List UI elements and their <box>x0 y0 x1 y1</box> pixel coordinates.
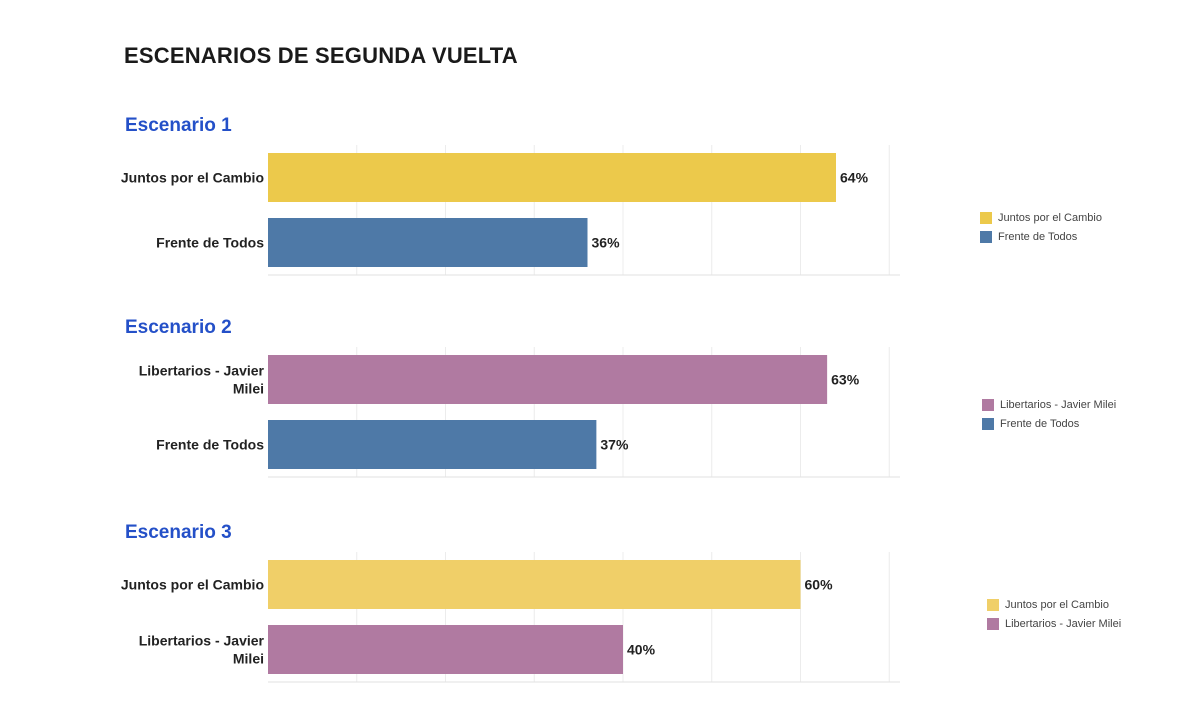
scenario-title: Escenario 2 <box>125 317 232 338</box>
legend-label: Juntos por el Cambio <box>998 211 1102 224</box>
category-label: Frente de Todos <box>156 437 264 453</box>
scenario-title: Escenario 3 <box>125 522 232 543</box>
legend-item: Frente de Todos <box>982 414 1116 433</box>
category-label: Juntos por el Cambio <box>121 170 264 186</box>
scenario-title: Escenario 1 <box>125 115 232 136</box>
category-label: Libertarios - Javier Milei <box>139 363 265 397</box>
legend-label: Frente de Todos <box>1000 417 1080 430</box>
legend-item: Juntos por el Cambio <box>980 208 1102 227</box>
legend-swatch <box>980 230 992 243</box>
value-label: 40% <box>627 642 656 658</box>
value-label: 60% <box>805 577 834 593</box>
bar <box>268 355 828 404</box>
legend-item: Libertarios - Javier Milei <box>982 395 1116 414</box>
legend-swatch <box>982 417 994 430</box>
value-label: 37% <box>600 437 629 453</box>
bar <box>268 218 588 267</box>
bar <box>268 153 836 202</box>
legend: Juntos por el Cambio Frente de Todos <box>980 208 1102 246</box>
category-label: Frente de Todos <box>156 235 264 251</box>
legend: Libertarios - Javier Milei Frente de Tod… <box>982 395 1116 433</box>
legend-swatch <box>980 211 992 224</box>
value-label: 64% <box>840 170 869 186</box>
bar-chart: Juntos por el Cambio 64% Frente de Todos 36… <box>121 145 900 276</box>
bar <box>268 560 801 609</box>
scenario-1: Escenario 1 Juntos por el Cambio 64% Frent… <box>0 115 1200 285</box>
bar <box>268 625 623 674</box>
legend-swatch <box>987 617 999 630</box>
legend-item: Libertarios - Javier Milei <box>987 614 1121 633</box>
legend-item: Juntos por el Cambio <box>987 595 1121 614</box>
bar-chart: Libertarios - Javier Milei 63% Frente de To… <box>139 347 900 478</box>
value-label: 36% <box>592 235 621 251</box>
legend-label: Libertarios - Javier Milei <box>1000 398 1117 411</box>
legend-label: Libertarios - Javier Milei <box>1005 617 1122 630</box>
bar <box>268 420 597 469</box>
legend-label: Juntos por el Cambio <box>1005 598 1109 611</box>
scenario-2: Escenario 2 Libertarios - Javier Milei 63%… <box>0 317 1200 487</box>
legend-label: Frente de Todos <box>998 230 1078 243</box>
category-label: Juntos por el Cambio <box>121 577 264 593</box>
legend: Juntos por el Cambio Libertarios - Javie… <box>987 595 1121 633</box>
legend-item: Frente de Todos <box>980 227 1102 246</box>
page-title: ESCENARIOS DE SEGUNDA VUELTA <box>124 43 518 68</box>
value-label: 63% <box>831 372 860 388</box>
legend-swatch <box>987 598 999 611</box>
category-label: Libertarios - Javier Milei <box>139 633 265 667</box>
scenario-3: Escenario 3 Juntos por el Cambio 60% Liber… <box>0 522 1200 697</box>
legend-swatch <box>982 398 994 411</box>
bar-chart: Juntos por el Cambio 60% Libertarios - Jav… <box>121 552 900 683</box>
